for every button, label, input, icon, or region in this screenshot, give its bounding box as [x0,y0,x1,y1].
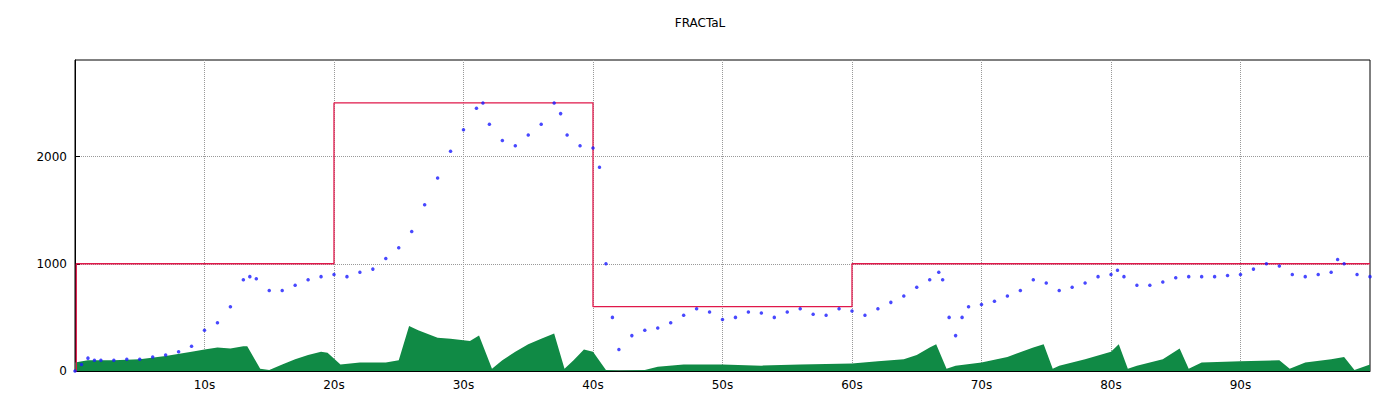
svg-text:70s: 70s [971,378,993,392]
svg-text:10s: 10s [194,378,216,392]
svg-text:80s: 80s [1100,378,1122,392]
svg-text:50s: 50s [712,378,734,392]
svg-text:2000: 2000 [36,150,67,164]
svg-text:90s: 90s [1230,378,1252,392]
svg-text:30s: 30s [453,378,475,392]
svg-text:0: 0 [59,364,67,378]
svg-text:40s: 40s [582,378,604,392]
svg-text:1000: 1000 [36,257,67,271]
svg-text:60s: 60s [841,378,863,392]
svg-text:20s: 20s [323,378,345,392]
svg-text:FRACTaL: FRACTaL [675,16,726,30]
